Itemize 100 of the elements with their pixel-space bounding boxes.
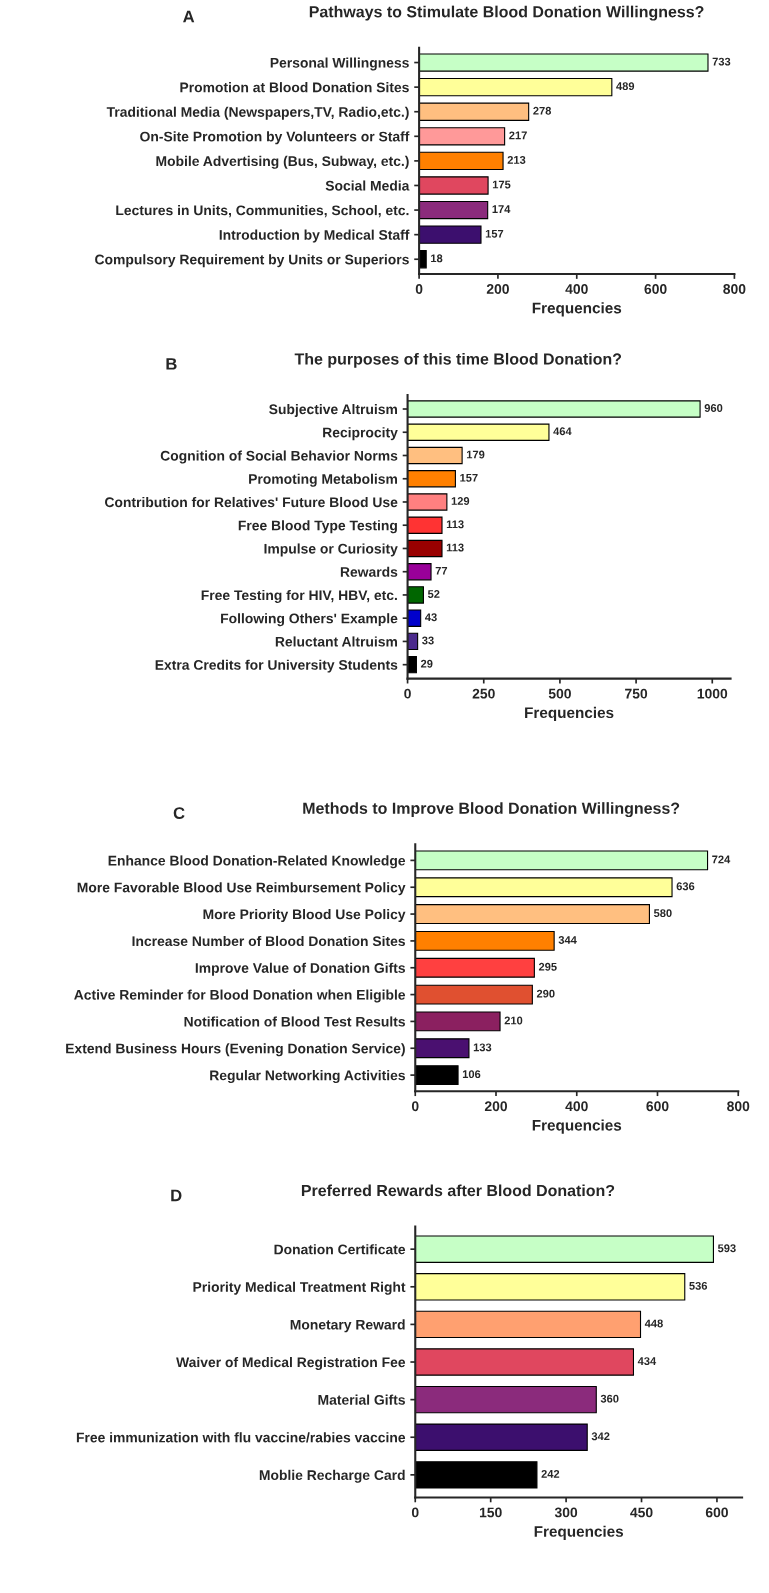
bar — [419, 77, 613, 97]
data-label: 242 — [541, 1469, 560, 1478]
bar — [415, 1348, 635, 1376]
bar — [419, 127, 506, 146]
bar — [415, 1011, 501, 1032]
y-tick-label: Material Gifts — [318, 1394, 405, 1405]
y-tick-label: Rewards — [340, 566, 398, 577]
y-tick-label: Active Reminder for Blood Donation when Eligible — [74, 989, 406, 1003]
data-label: 434 — [637, 1357, 657, 1366]
text: B — [166, 358, 177, 370]
x-tick-label: 250 — [472, 688, 495, 699]
y-tick-label: Waiver of Medical Registration Fee — [176, 1356, 406, 1370]
bar — [415, 1273, 686, 1301]
bar — [419, 53, 709, 72]
bar — [407, 586, 424, 604]
x-tick-label: 0 — [411, 1507, 419, 1518]
bar — [415, 1038, 470, 1059]
data-label: 106 — [462, 1070, 481, 1079]
x-tick-label: 200 — [486, 284, 509, 294]
bar — [415, 877, 673, 898]
data-label: 217 — [509, 131, 527, 140]
data-label: 113 — [446, 543, 464, 552]
bar — [415, 1235, 714, 1263]
y-tick-label: More Priority Blood Use Policy — [203, 909, 406, 922]
y-tick-label: Contribution for Relatives' Future Blood Use — [105, 496, 398, 508]
data-label: 210 — [504, 1016, 523, 1025]
y-tick-label: Personal Willingness — [270, 57, 409, 71]
x-tick-label: 400 — [565, 284, 588, 294]
data-label: 29 — [420, 659, 433, 668]
data-label: 133 — [473, 1043, 492, 1052]
x-axis-title: Frequencies — [534, 1525, 624, 1540]
y-tick-label: Reluctant Altruism — [275, 636, 397, 647]
chart-title: Methods to Improve Blood Donation Willingness? — [303, 802, 680, 818]
bar — [407, 516, 443, 534]
y-tick-label: Priority Medical Treatment Right — [193, 1281, 406, 1295]
bar — [415, 904, 650, 925]
y-tick-label: Impulse or Curiosity — [264, 543, 398, 557]
x-tick-label: 400 — [565, 1101, 588, 1112]
bar — [419, 250, 427, 269]
x-tick-label: 600 — [705, 1507, 728, 1518]
data-label: 536 — [689, 1281, 708, 1290]
y-tick-label: Traditional Media (Newspapers,TV, Radio,etc.) — [106, 106, 409, 120]
y-tick-label: Increase Number of Blood Donation Sites — [132, 935, 405, 947]
y-tick-label: Extend Business Hours (Evening Donation Service) — [66, 1043, 405, 1057]
x-tick-label: 600 — [644, 284, 667, 294]
bar — [415, 1065, 459, 1086]
data-label: 448 — [644, 1319, 663, 1328]
bar — [407, 609, 422, 627]
bar — [419, 151, 504, 171]
text: C — [173, 807, 185, 819]
x-tick-label: 0 — [411, 1101, 419, 1112]
y-tick-label: Enhance Blood Donation-Related Knowledge — [108, 855, 406, 869]
x-tick-label: 1000 — [697, 688, 728, 699]
y-tick-label: Free Testing for HIV, HBV, etc. — [201, 589, 397, 603]
bar — [407, 423, 550, 441]
data-label: 157 — [485, 229, 504, 238]
data-label: 174 — [492, 205, 511, 213]
data-label: 33 — [422, 636, 434, 645]
data-label: 580 — [653, 909, 672, 918]
x-tick-label: 150 — [479, 1507, 502, 1518]
y-tick-label: Subjective Altruism — [269, 403, 397, 417]
bar — [415, 850, 709, 871]
data-label: 960 — [704, 404, 723, 412]
y-tick-label: Extra Credits for University Students — [155, 659, 398, 673]
y-tick-label: Improve Value of Donation Gifts — [195, 962, 405, 976]
y-tick-label: Monetary Reward — [290, 1319, 405, 1333]
bar — [415, 957, 535, 978]
x-axis-title: Frequencies — [525, 706, 614, 722]
y-tick-label: Notification of Blood Test Results — [184, 1016, 405, 1027]
bar — [407, 563, 432, 581]
x-tick-label: 800 — [727, 1101, 750, 1112]
bar — [415, 984, 533, 1005]
bar — [415, 1385, 597, 1414]
x-tick-label: 200 — [484, 1101, 508, 1112]
bar — [407, 493, 448, 511]
y-tick-label: Free Blood Type Testing — [238, 520, 397, 534]
x-tick-label: 750 — [625, 688, 648, 699]
bar — [419, 176, 489, 195]
bar — [407, 470, 456, 488]
x-tick-label: 800 — [723, 284, 746, 294]
data-label: 344 — [558, 936, 577, 944]
y-tick-label: Promotion at Blood Donation Sites — [180, 82, 409, 93]
x-axis-title: Frequencies — [532, 1119, 622, 1134]
bar — [415, 930, 555, 951]
data-label: 113 — [446, 520, 464, 529]
data-label: 724 — [712, 855, 731, 864]
chart-title: Pathways to Stimulate Blood Donation Willingness? — [309, 5, 704, 21]
data-label: 179 — [466, 450, 485, 459]
bar — [407, 446, 463, 465]
bar — [407, 539, 443, 558]
data-label: 464 — [553, 427, 572, 436]
x-tick-label: 500 — [548, 688, 571, 699]
data-label: 593 — [717, 1244, 736, 1253]
bar — [415, 1461, 538, 1489]
data-label: 175 — [492, 180, 511, 189]
data-label: 290 — [536, 989, 555, 998]
y-tick-label: Cognition of Social Behavior Norms — [160, 450, 398, 464]
y-tick-label: Regular Networking Activities — [210, 1070, 405, 1084]
x-tick-label: 600 — [646, 1101, 669, 1112]
text: A — [183, 10, 195, 23]
